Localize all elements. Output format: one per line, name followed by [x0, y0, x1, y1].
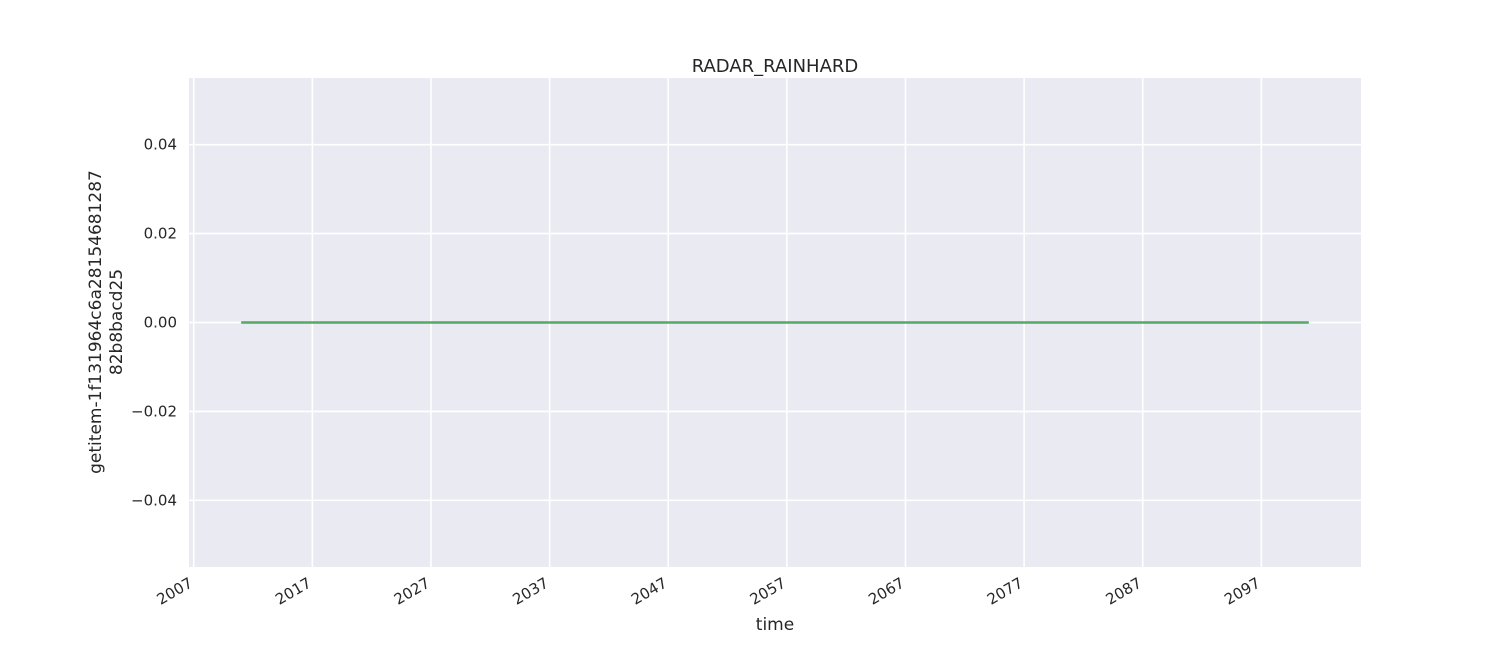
y-axis-title-line-2: 82b8bacd25: [107, 269, 127, 375]
y-tick-label: −0.04: [131, 491, 177, 509]
x-tick-label: 2067: [865, 574, 907, 609]
y-axis-title: getitem-1f131964c6a28154681287 82b8bacd2…: [86, 170, 127, 474]
y-tick-label: 0.00: [144, 314, 177, 332]
x-tick-label: 2087: [1103, 574, 1145, 609]
y-axis-title-line-1: getitem-1f131964c6a28154681287: [86, 170, 106, 474]
x-tick-label: 2027: [391, 574, 433, 609]
x-tick-label: 2057: [747, 574, 789, 609]
chart-title: RADAR_RAINHARD: [692, 56, 859, 77]
x-tick-label: 2097: [1221, 574, 1263, 609]
x-tick-label: 2047: [628, 574, 670, 609]
y-tick-label: 0.02: [144, 225, 177, 243]
x-axis-title: time: [756, 615, 794, 635]
y-tick-labels: −0.04 −0.02 0.00 0.02 0.04: [131, 136, 177, 510]
y-tick-label: −0.02: [131, 402, 177, 420]
x-tick-label: 2077: [984, 574, 1026, 609]
x-tick-labels: 2007 2017 2027 2037 2047 2057 2067 2077 2087 2097: [154, 574, 1264, 609]
x-tick-label: 2037: [510, 574, 552, 609]
y-tick-label: 0.04: [144, 136, 177, 154]
x-tick-label: 2007: [154, 574, 196, 609]
x-tick-label: 2017: [272, 574, 314, 609]
